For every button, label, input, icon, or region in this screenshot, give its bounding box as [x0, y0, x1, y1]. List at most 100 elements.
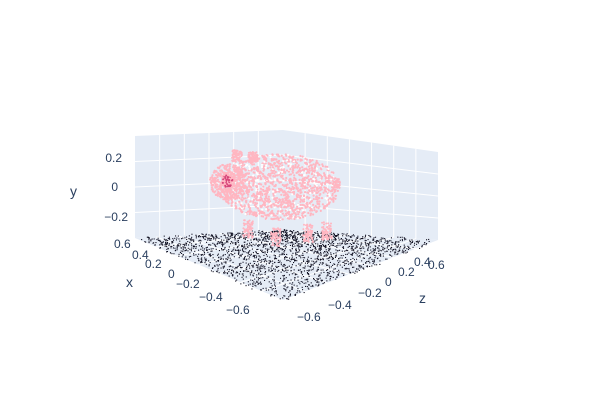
noise-point	[370, 236, 372, 238]
noise-point	[391, 246, 393, 248]
noise-point	[285, 230, 287, 232]
pig-point	[247, 205, 250, 208]
pig-point	[255, 179, 258, 182]
noise-point	[328, 259, 330, 261]
noise-point	[347, 246, 349, 248]
noise-point	[269, 235, 271, 237]
noise-point	[356, 246, 358, 248]
noise-point	[274, 257, 276, 259]
noise-point	[223, 266, 225, 268]
noise-point	[405, 250, 407, 252]
pig-point	[251, 194, 254, 197]
noise-point	[321, 279, 323, 281]
noise-point	[379, 254, 381, 256]
pig-point	[272, 175, 275, 178]
pig-point	[280, 161, 283, 164]
noise-point	[377, 247, 379, 249]
pig-point	[273, 163, 276, 166]
pig-point	[297, 213, 300, 216]
noise-point	[237, 238, 239, 240]
pig-point	[240, 188, 243, 191]
noise-point	[330, 276, 332, 278]
pig-point	[321, 175, 324, 178]
noise-point	[373, 248, 375, 250]
noise-point	[327, 248, 329, 250]
pig-point	[229, 188, 232, 191]
noise-point	[399, 236, 401, 238]
noise-point	[267, 237, 269, 239]
noise-point	[178, 243, 180, 245]
noise-point	[209, 253, 211, 255]
noise-point	[301, 235, 303, 237]
noise-point	[319, 236, 321, 238]
noise-point	[227, 237, 229, 239]
pig-point	[331, 182, 334, 186]
noise-point	[241, 253, 243, 255]
pig-point	[280, 176, 283, 179]
pig-point	[241, 199, 244, 202]
noise-point	[246, 246, 248, 248]
noise-point	[319, 248, 321, 250]
noise-point	[322, 243, 324, 245]
noise-point	[281, 268, 283, 270]
noise-point	[274, 242, 276, 244]
noise-point	[339, 257, 341, 259]
noise-point	[271, 231, 273, 233]
noise-point	[304, 242, 306, 244]
noise-point	[372, 260, 374, 262]
pig-point	[294, 165, 297, 168]
noise-point	[214, 244, 216, 246]
noise-point	[258, 238, 260, 240]
noise-point	[177, 245, 179, 247]
noise-point	[343, 261, 345, 263]
pig-point	[299, 203, 302, 206]
noise-point	[188, 256, 190, 258]
noise-point	[271, 269, 273, 271]
noise-point	[314, 250, 316, 252]
noise-point	[336, 245, 338, 247]
z-tick-label: −0.6	[297, 310, 321, 324]
pig-point	[226, 163, 229, 166]
noise-point	[299, 234, 301, 236]
pig-point	[301, 177, 304, 180]
noise-point	[286, 260, 288, 262]
noise-point	[268, 260, 270, 262]
noise-point	[238, 249, 240, 251]
noise-point	[270, 287, 272, 289]
noise-point	[184, 245, 186, 247]
pig-leg-point	[243, 228, 246, 231]
noise-point	[283, 246, 285, 248]
pig-point	[315, 186, 319, 189]
pig-point	[323, 174, 326, 177]
noise-point	[316, 257, 318, 259]
pig-point	[255, 186, 258, 189]
noise-point	[338, 233, 340, 235]
noise-point	[291, 264, 293, 266]
noise-point	[302, 254, 304, 256]
noise-point	[279, 282, 281, 284]
y-tick-label: 0	[111, 180, 118, 194]
pig-point	[267, 195, 270, 198]
noise-point	[201, 236, 203, 238]
noise-point	[349, 243, 351, 245]
pig-leg-point	[244, 234, 247, 237]
noise-point	[244, 258, 246, 260]
noise-point	[335, 255, 337, 257]
pig-point	[313, 206, 316, 209]
noise-point	[230, 241, 232, 243]
pig-point	[248, 180, 251, 183]
pig-point	[286, 200, 289, 203]
noise-point	[339, 242, 341, 244]
noise-point	[218, 272, 220, 274]
pig-point	[311, 172, 314, 175]
noise-point	[205, 259, 207, 261]
noise-point	[193, 254, 195, 256]
noise-point	[294, 232, 296, 234]
noise-point	[236, 279, 238, 281]
noise-point	[265, 254, 267, 256]
noise-point	[288, 274, 290, 276]
noise-point	[319, 277, 321, 279]
noise-point	[210, 255, 212, 257]
pig-point	[244, 197, 247, 200]
